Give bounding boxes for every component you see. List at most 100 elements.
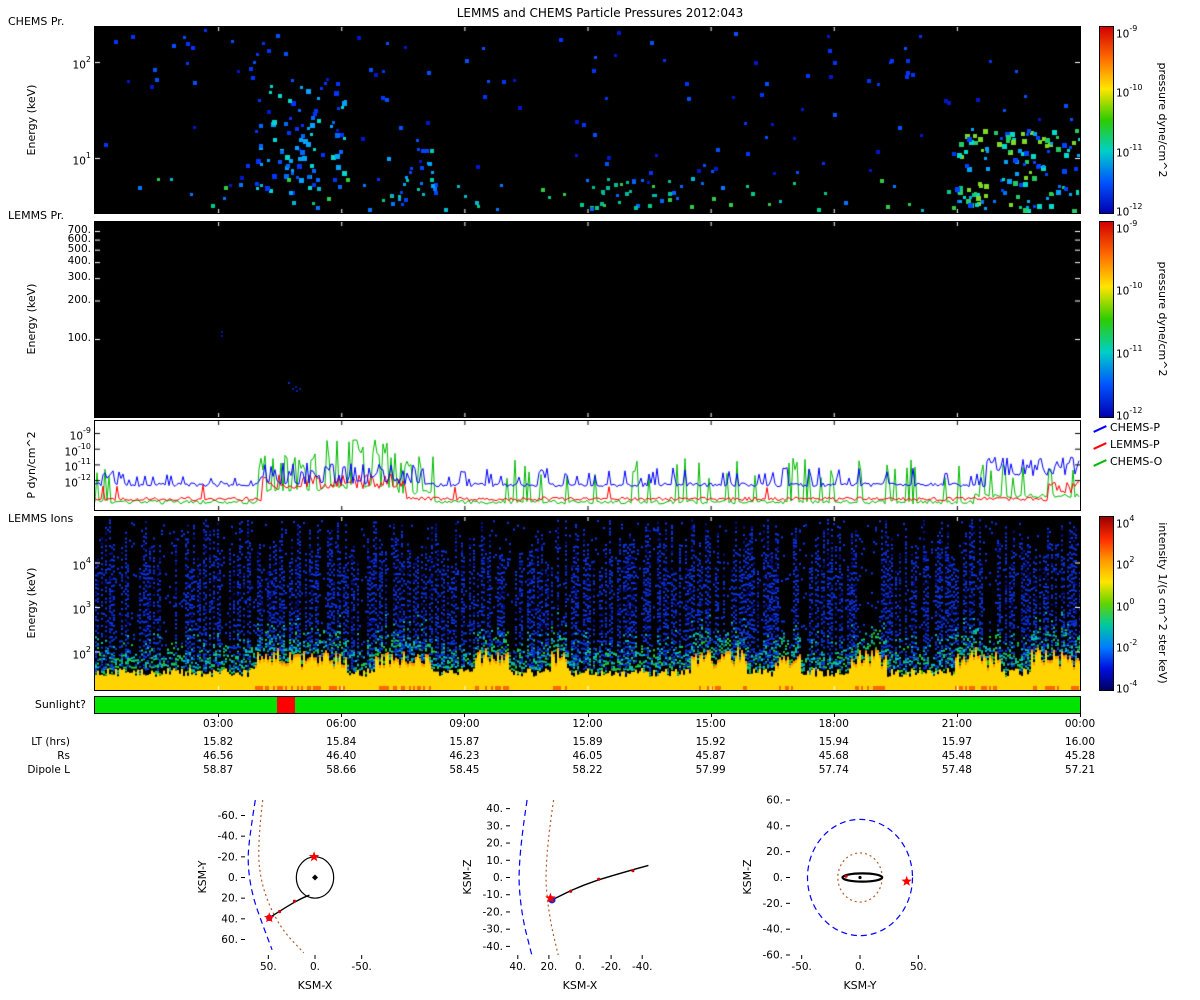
time-tick-mark <box>711 713 712 717</box>
trajectory-dot <box>631 869 635 873</box>
legend-line-chems-o <box>1093 459 1107 467</box>
energy-tick-label: 600. <box>67 232 91 245</box>
time-tick-mark <box>464 713 465 717</box>
colorbar-tick-label: 10-12 <box>1116 406 1143 423</box>
y-tick-label: -40. <box>483 941 504 953</box>
pressure-tick-label: 10-10 <box>64 441 91 459</box>
pressure-timeseries-plot <box>94 420 1081 511</box>
y-tick-label: -40. <box>763 924 784 936</box>
lemms-colorbar-title: pressure dyne/cm^2 <box>1156 261 1169 377</box>
star-marker <box>308 851 320 862</box>
colorbar-tick-label: 100 <box>1116 596 1135 614</box>
orbit2-x-axis-label: KSM-X <box>562 979 598 992</box>
x-tick-label: 40. <box>509 961 526 973</box>
y-tick-label: 0. <box>493 872 503 884</box>
time-tick-label: 03:00 <box>202 718 234 730</box>
pressure-tick-label: 10-9 <box>69 426 91 443</box>
legend-label-lemms-p: LEMMS-P <box>1110 438 1160 451</box>
chems-colorbar-title: pressure dyne/cm^2 <box>1156 62 1169 178</box>
y-tick-label: 20. <box>766 846 783 858</box>
sunlight-bar <box>94 696 1081 714</box>
colorbar-tick-label: 10-9 <box>1116 24 1138 41</box>
boundary-curve <box>258 799 305 954</box>
energy-tick-label: 104 <box>72 555 91 573</box>
time-tick-label: 15:00 <box>695 718 726 730</box>
colorbar-tick-label: 10-2 <box>1116 637 1138 655</box>
energy-tick-label: 700. <box>67 223 91 236</box>
axis-row-value: 58.45 <box>449 764 480 776</box>
y-tick-label: 40. <box>221 913 238 925</box>
y-tick-label: -10. <box>483 889 504 901</box>
axis-row-value: 57.74 <box>818 764 849 776</box>
energy-tick-label: 100. <box>67 332 91 344</box>
x-tick-label: -20. <box>601 961 622 973</box>
time-tick-mark <box>341 713 342 717</box>
y-tick-label: 20. <box>486 838 503 850</box>
star-marker <box>545 892 556 903</box>
axis-row-value: 16.00 <box>1064 736 1096 748</box>
axis-row-value: 45.87 <box>695 750 726 762</box>
axis-row-value: 15.84 <box>326 736 357 748</box>
pressure-tick-label: 10-12 <box>64 473 91 490</box>
time-tick-label: 06:00 <box>326 718 357 730</box>
time-tick-mark <box>218 713 219 717</box>
time-tick-label: 00:00 <box>1064 718 1096 730</box>
position-marker <box>844 874 848 878</box>
y-tick-label: -20. <box>763 898 784 910</box>
time-tick-mark <box>957 713 958 717</box>
axis-row-value: 15.94 <box>818 736 849 748</box>
colorbar-tick-label: 10-4 <box>1116 679 1138 696</box>
orbit-plots: 50. 0. -50. -60. -40. -20. 0. 20. 40. 60. 40. 20. 0.… <box>218 795 927 974</box>
axis-row-value: 57.48 <box>941 764 972 776</box>
pressure-tick-label: 10-11 <box>64 457 91 474</box>
y-tick-label: 40. <box>766 820 783 832</box>
y-tick-label: 60. <box>766 795 783 807</box>
y-tick-label: -20. <box>483 906 504 918</box>
axis-row-value: 15.87 <box>449 736 480 748</box>
y-tick-label: 60. <box>221 934 238 946</box>
x-tick-label: -50. <box>791 961 812 973</box>
legend-label-chems-o: CHEMS-O <box>1110 455 1163 468</box>
lemms-pressure-colorbar <box>1099 221 1114 418</box>
legend-line-chems-p <box>1093 425 1107 433</box>
time-tick-label: 21:00 <box>941 718 972 730</box>
x-tick-label: -40. <box>632 961 653 973</box>
colorbar-tick-label: 10-10 <box>1116 281 1143 298</box>
y-tick-label: 0. <box>773 872 783 884</box>
chems-energy-axis-label: Energy (keV) <box>25 84 38 156</box>
legend-label-chems-p: CHEMS-P <box>1110 421 1160 434</box>
axis-row-value: 45.48 <box>941 750 972 762</box>
sunlight-label: Sunlight? <box>34 698 86 711</box>
axis-row-value: 15.82 <box>203 736 234 748</box>
star-marker <box>901 875 912 886</box>
lemms-ions-spectrogram <box>94 516 1081 691</box>
row-label-dipole-l: Dipole L <box>27 764 70 776</box>
trajectory-dot <box>277 910 282 914</box>
colorbar-tick-label: 102 <box>1116 555 1135 572</box>
y-tick-label: 20. <box>221 893 238 905</box>
time-tick-mark <box>834 713 835 717</box>
orbit3-x-axis-label: KSM-Y <box>843 979 877 992</box>
planet-marker <box>312 874 318 881</box>
star-marker <box>264 912 275 923</box>
time-tick-label: 18:00 <box>818 718 849 730</box>
trajectory-dot <box>292 899 297 903</box>
energy-tick-label: 200. <box>67 293 91 306</box>
energy-tick-label: 400. <box>67 255 91 268</box>
spacecraft-trajectory <box>268 894 310 919</box>
boundary-curve <box>518 799 533 956</box>
axis-row-value: 57.21 <box>1064 764 1096 776</box>
axis-row-value: 45.28 <box>1064 750 1096 762</box>
axis-row-value: 58.66 <box>326 764 357 776</box>
time-tick-label: 12:00 <box>572 718 603 730</box>
time-tick-mark <box>1080 713 1081 717</box>
y-tick-label: -40. <box>218 831 239 843</box>
x-tick-label: 20. <box>541 961 558 973</box>
boundary-curve <box>247 799 273 951</box>
legend-line-lemms-p <box>1093 442 1107 450</box>
axis-row-value: 45.68 <box>818 750 849 762</box>
axis-row-value: 46.23 <box>449 750 480 762</box>
edge-on-orbit <box>841 872 884 883</box>
row-label-rs: Rs <box>57 750 70 762</box>
colorbar-tick-label: 10-10 <box>1116 83 1143 100</box>
